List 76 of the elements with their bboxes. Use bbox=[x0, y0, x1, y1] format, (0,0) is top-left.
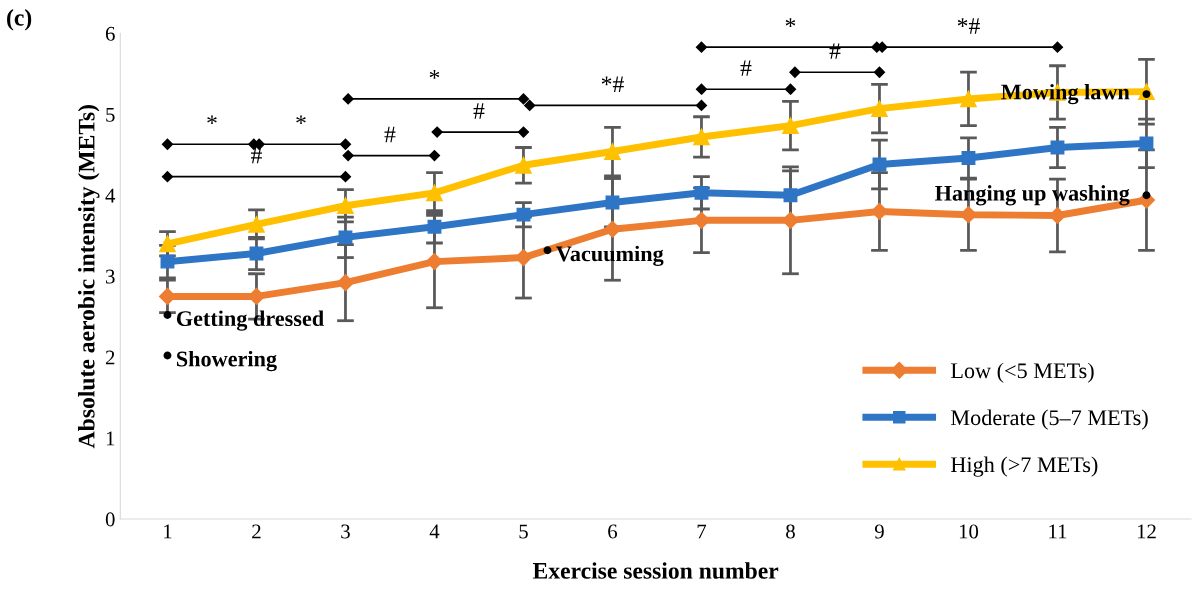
annotation: Getting dressed bbox=[176, 310, 324, 331]
annotation: * bbox=[429, 70, 440, 79]
point bbox=[163, 311, 172, 319]
point bbox=[342, 93, 354, 105]
annotation: # bbox=[473, 103, 485, 119]
point bbox=[1051, 41, 1064, 53]
x-tick-label: 10 bbox=[959, 524, 979, 539]
point bbox=[517, 126, 530, 138]
point bbox=[961, 151, 976, 165]
y-axis-title: Absolute aerobic intensity (METs) bbox=[77, 105, 100, 449]
annotation: *# bbox=[957, 18, 980, 34]
x-axis-title: Exercise session number bbox=[532, 562, 779, 579]
point bbox=[515, 156, 532, 174]
annotation: *# bbox=[601, 76, 624, 93]
x-tick-label: 2 bbox=[252, 524, 261, 539]
x-tick-label: 9 bbox=[874, 524, 884, 539]
annotation: # bbox=[384, 126, 396, 143]
point bbox=[161, 138, 174, 150]
point bbox=[336, 274, 355, 292]
point bbox=[342, 149, 354, 162]
text: (c) bbox=[7, 9, 32, 31]
y-tick-label: 0 bbox=[105, 512, 115, 527]
annotation: * bbox=[207, 115, 217, 125]
point bbox=[337, 197, 354, 215]
annotation: # bbox=[740, 60, 752, 76]
y-tick-label: 1 bbox=[106, 431, 115, 446]
point bbox=[695, 41, 708, 53]
point bbox=[426, 184, 443, 202]
point bbox=[427, 219, 442, 234]
point bbox=[163, 351, 172, 360]
annotation: * bbox=[785, 18, 796, 27]
point bbox=[339, 171, 352, 183]
annotation: * bbox=[296, 115, 306, 125]
point bbox=[338, 230, 353, 245]
x-tick-label: 12 bbox=[1137, 524, 1156, 539]
legend-label: Low (<5 METs) bbox=[950, 362, 1094, 383]
point bbox=[783, 188, 798, 203]
point bbox=[693, 128, 710, 146]
point bbox=[695, 83, 708, 95]
x-tick-label: 8 bbox=[786, 524, 795, 539]
point bbox=[694, 185, 709, 200]
y-tick-label: 5 bbox=[106, 107, 115, 122]
point bbox=[517, 93, 530, 105]
point bbox=[960, 90, 977, 108]
x-tick-label: 7 bbox=[697, 524, 707, 539]
point bbox=[873, 66, 886, 78]
point bbox=[789, 66, 801, 78]
point bbox=[524, 99, 536, 112]
y-tick-label: 3 bbox=[106, 269, 115, 284]
x-tick-label: 3 bbox=[341, 524, 350, 539]
point bbox=[431, 126, 443, 138]
x-tick-label: 4 bbox=[429, 524, 440, 539]
point bbox=[160, 254, 175, 269]
legend-label: High (>7 METs) bbox=[950, 456, 1098, 477]
y-tick-label: 6 bbox=[105, 26, 115, 41]
point bbox=[782, 117, 799, 134]
point bbox=[604, 143, 621, 160]
y-tick-label: 4 bbox=[105, 188, 116, 203]
point bbox=[784, 83, 797, 95]
y-tick-label: 2 bbox=[105, 350, 115, 365]
point bbox=[543, 246, 552, 255]
point bbox=[159, 235, 176, 253]
point bbox=[428, 149, 441, 162]
x-tick-label: 1 bbox=[164, 524, 172, 539]
annotation: # bbox=[251, 147, 262, 164]
annotation: Showering bbox=[176, 350, 277, 372]
point bbox=[248, 216, 265, 233]
legend-label: Moderate (5–7 METs) bbox=[950, 409, 1148, 430]
point bbox=[695, 99, 708, 112]
point bbox=[516, 207, 531, 222]
x-tick-label: 11 bbox=[1049, 524, 1067, 539]
x-tick-label: 6 bbox=[608, 524, 618, 539]
point bbox=[161, 171, 174, 183]
point bbox=[871, 100, 888, 117]
x-tick-label: 5 bbox=[519, 524, 528, 539]
point bbox=[339, 138, 352, 150]
